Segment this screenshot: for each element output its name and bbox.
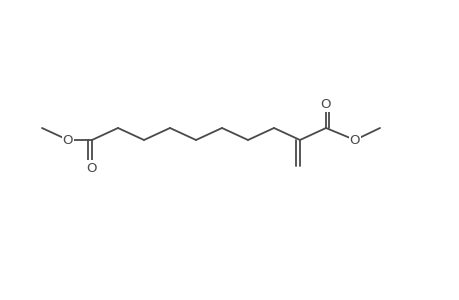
Text: O: O [87, 161, 97, 175]
Text: O: O [349, 134, 359, 146]
Text: O: O [320, 98, 330, 110]
Text: O: O [62, 134, 73, 146]
